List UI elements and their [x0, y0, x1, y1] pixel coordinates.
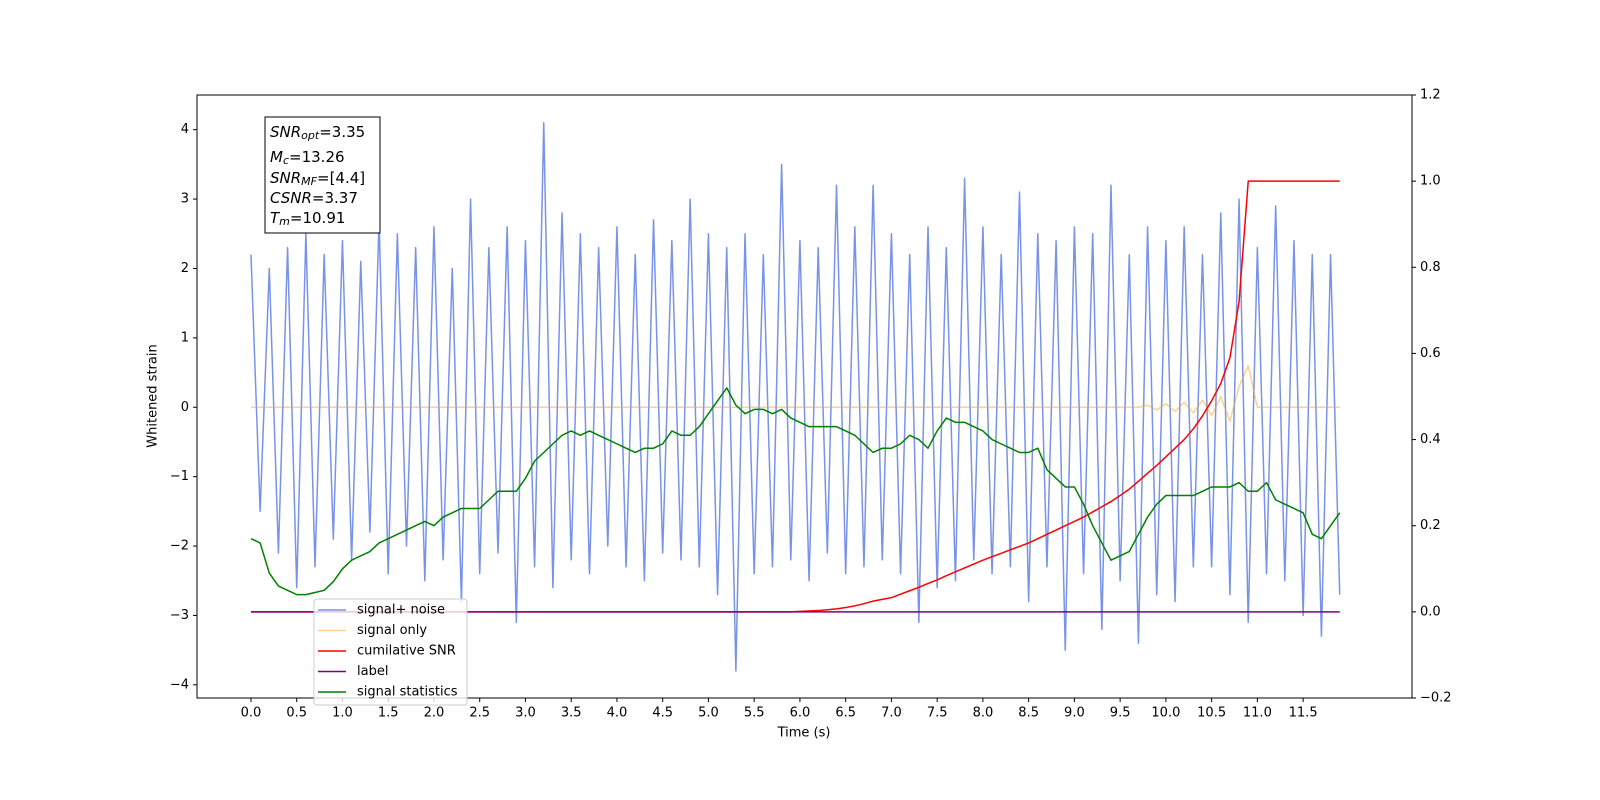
x-tick-label: 3.0 [515, 706, 536, 721]
legend-box [313, 598, 468, 706]
annotation-symbol: M [270, 148, 283, 166]
annotation-value: =[4.4] [317, 169, 365, 187]
series-line [250, 387, 1341, 596]
y2-tick-label: −0.2 [1420, 691, 1452, 706]
x-tick-label: 7.5 [927, 706, 948, 721]
x-tick-label: 3.5 [561, 706, 582, 721]
x-tick-label: 7.0 [881, 706, 902, 721]
y2-tick-label: 0.8 [1420, 260, 1441, 275]
x-tick-label: 0.5 [286, 706, 307, 721]
x-tick-label: 9.0 [1064, 706, 1085, 721]
x-tick-label: 6.5 [835, 706, 856, 721]
annotation-box [264, 116, 381, 234]
legend-label: cumilative SNR [357, 644, 456, 659]
y-tick-label: −1 [170, 469, 189, 484]
plot-data [250, 122, 1341, 672]
annotation-line: Tm=10.91 [270, 209, 345, 229]
annotation-subscript: MF [301, 175, 317, 188]
x-tick-label: 1.5 [378, 706, 399, 721]
annotation-line: CSNR=3.37 [270, 189, 358, 207]
series-line [250, 364, 1340, 422]
y2-tick-label: 0.4 [1420, 432, 1441, 447]
x-tick-label: 0.0 [241, 706, 262, 721]
annotation-subscript: c [283, 154, 289, 167]
x-tick-label: 10.5 [1197, 706, 1226, 721]
y-axis-label: Whitened strain [146, 344, 161, 447]
x-tick-label: 8.0 [973, 706, 994, 721]
y2-tick-label: 0.2 [1420, 518, 1441, 533]
y-tick-label: −2 [170, 539, 189, 554]
annotation-value: =3.37 [312, 189, 358, 207]
x-tick-label: 4.5 [652, 706, 673, 721]
x-tick-label: 8.5 [1018, 706, 1039, 721]
y-tick-label: 3 [181, 192, 189, 207]
x-tick-label: 1.0 [332, 706, 353, 721]
annotation-symbol: CSNR [270, 189, 312, 207]
legend-label: signal statistics [357, 685, 458, 700]
y2-tick-label: 1.2 [1420, 88, 1441, 103]
x-tick-label: 5.5 [744, 706, 765, 721]
plot-frame [196, 94, 1413, 699]
annotation-symbol: T [270, 209, 281, 227]
x-tick-label: 4.0 [607, 706, 628, 721]
x-tick-label: 2.0 [424, 706, 445, 721]
annotation-line: SNRMF=[4.4] [270, 169, 365, 189]
annotation-value: =13.26 [289, 148, 345, 166]
legend-label: signal+ noise [357, 603, 445, 618]
annotation-symbol: SNR [270, 169, 301, 187]
x-tick-label: 5.0 [698, 706, 719, 721]
x-tick-label: 9.5 [1110, 706, 1131, 721]
x-tick-label: 10.0 [1151, 706, 1180, 721]
y2-tick-label: 0.6 [1420, 346, 1441, 361]
y2-tick-label: 0.0 [1420, 604, 1441, 619]
x-tick-label: 6.0 [790, 706, 811, 721]
y2-tick-label: 1.0 [1420, 174, 1441, 189]
y-tick-label: 0 [181, 400, 189, 415]
legend-label: label [357, 664, 388, 679]
y-tick-label: 4 [181, 122, 189, 137]
annotation-line: SNRopt=3.35 [270, 123, 365, 143]
annotation-subscript: m [279, 215, 290, 228]
annotation-value: =10.91 [290, 209, 346, 227]
annotation-line: Mc=13.26 [270, 148, 345, 168]
x-tick-label: 2.5 [469, 706, 490, 721]
annotation-symbol: SNR [270, 123, 301, 141]
y-tick-label: −4 [170, 677, 189, 692]
legend-label: signal only [357, 623, 427, 638]
x-axis-label: Time (s) [777, 726, 831, 741]
annotation-subscript: opt [301, 129, 320, 142]
y-tick-label: −3 [170, 608, 189, 623]
y-tick-label: 1 [181, 330, 189, 345]
annotation-value: =3.35 [319, 123, 365, 141]
x-tick-label: 11.0 [1243, 706, 1272, 721]
y-tick-label: 2 [181, 261, 189, 276]
series-line [250, 122, 1341, 672]
x-tick-label: 11.5 [1289, 706, 1318, 721]
